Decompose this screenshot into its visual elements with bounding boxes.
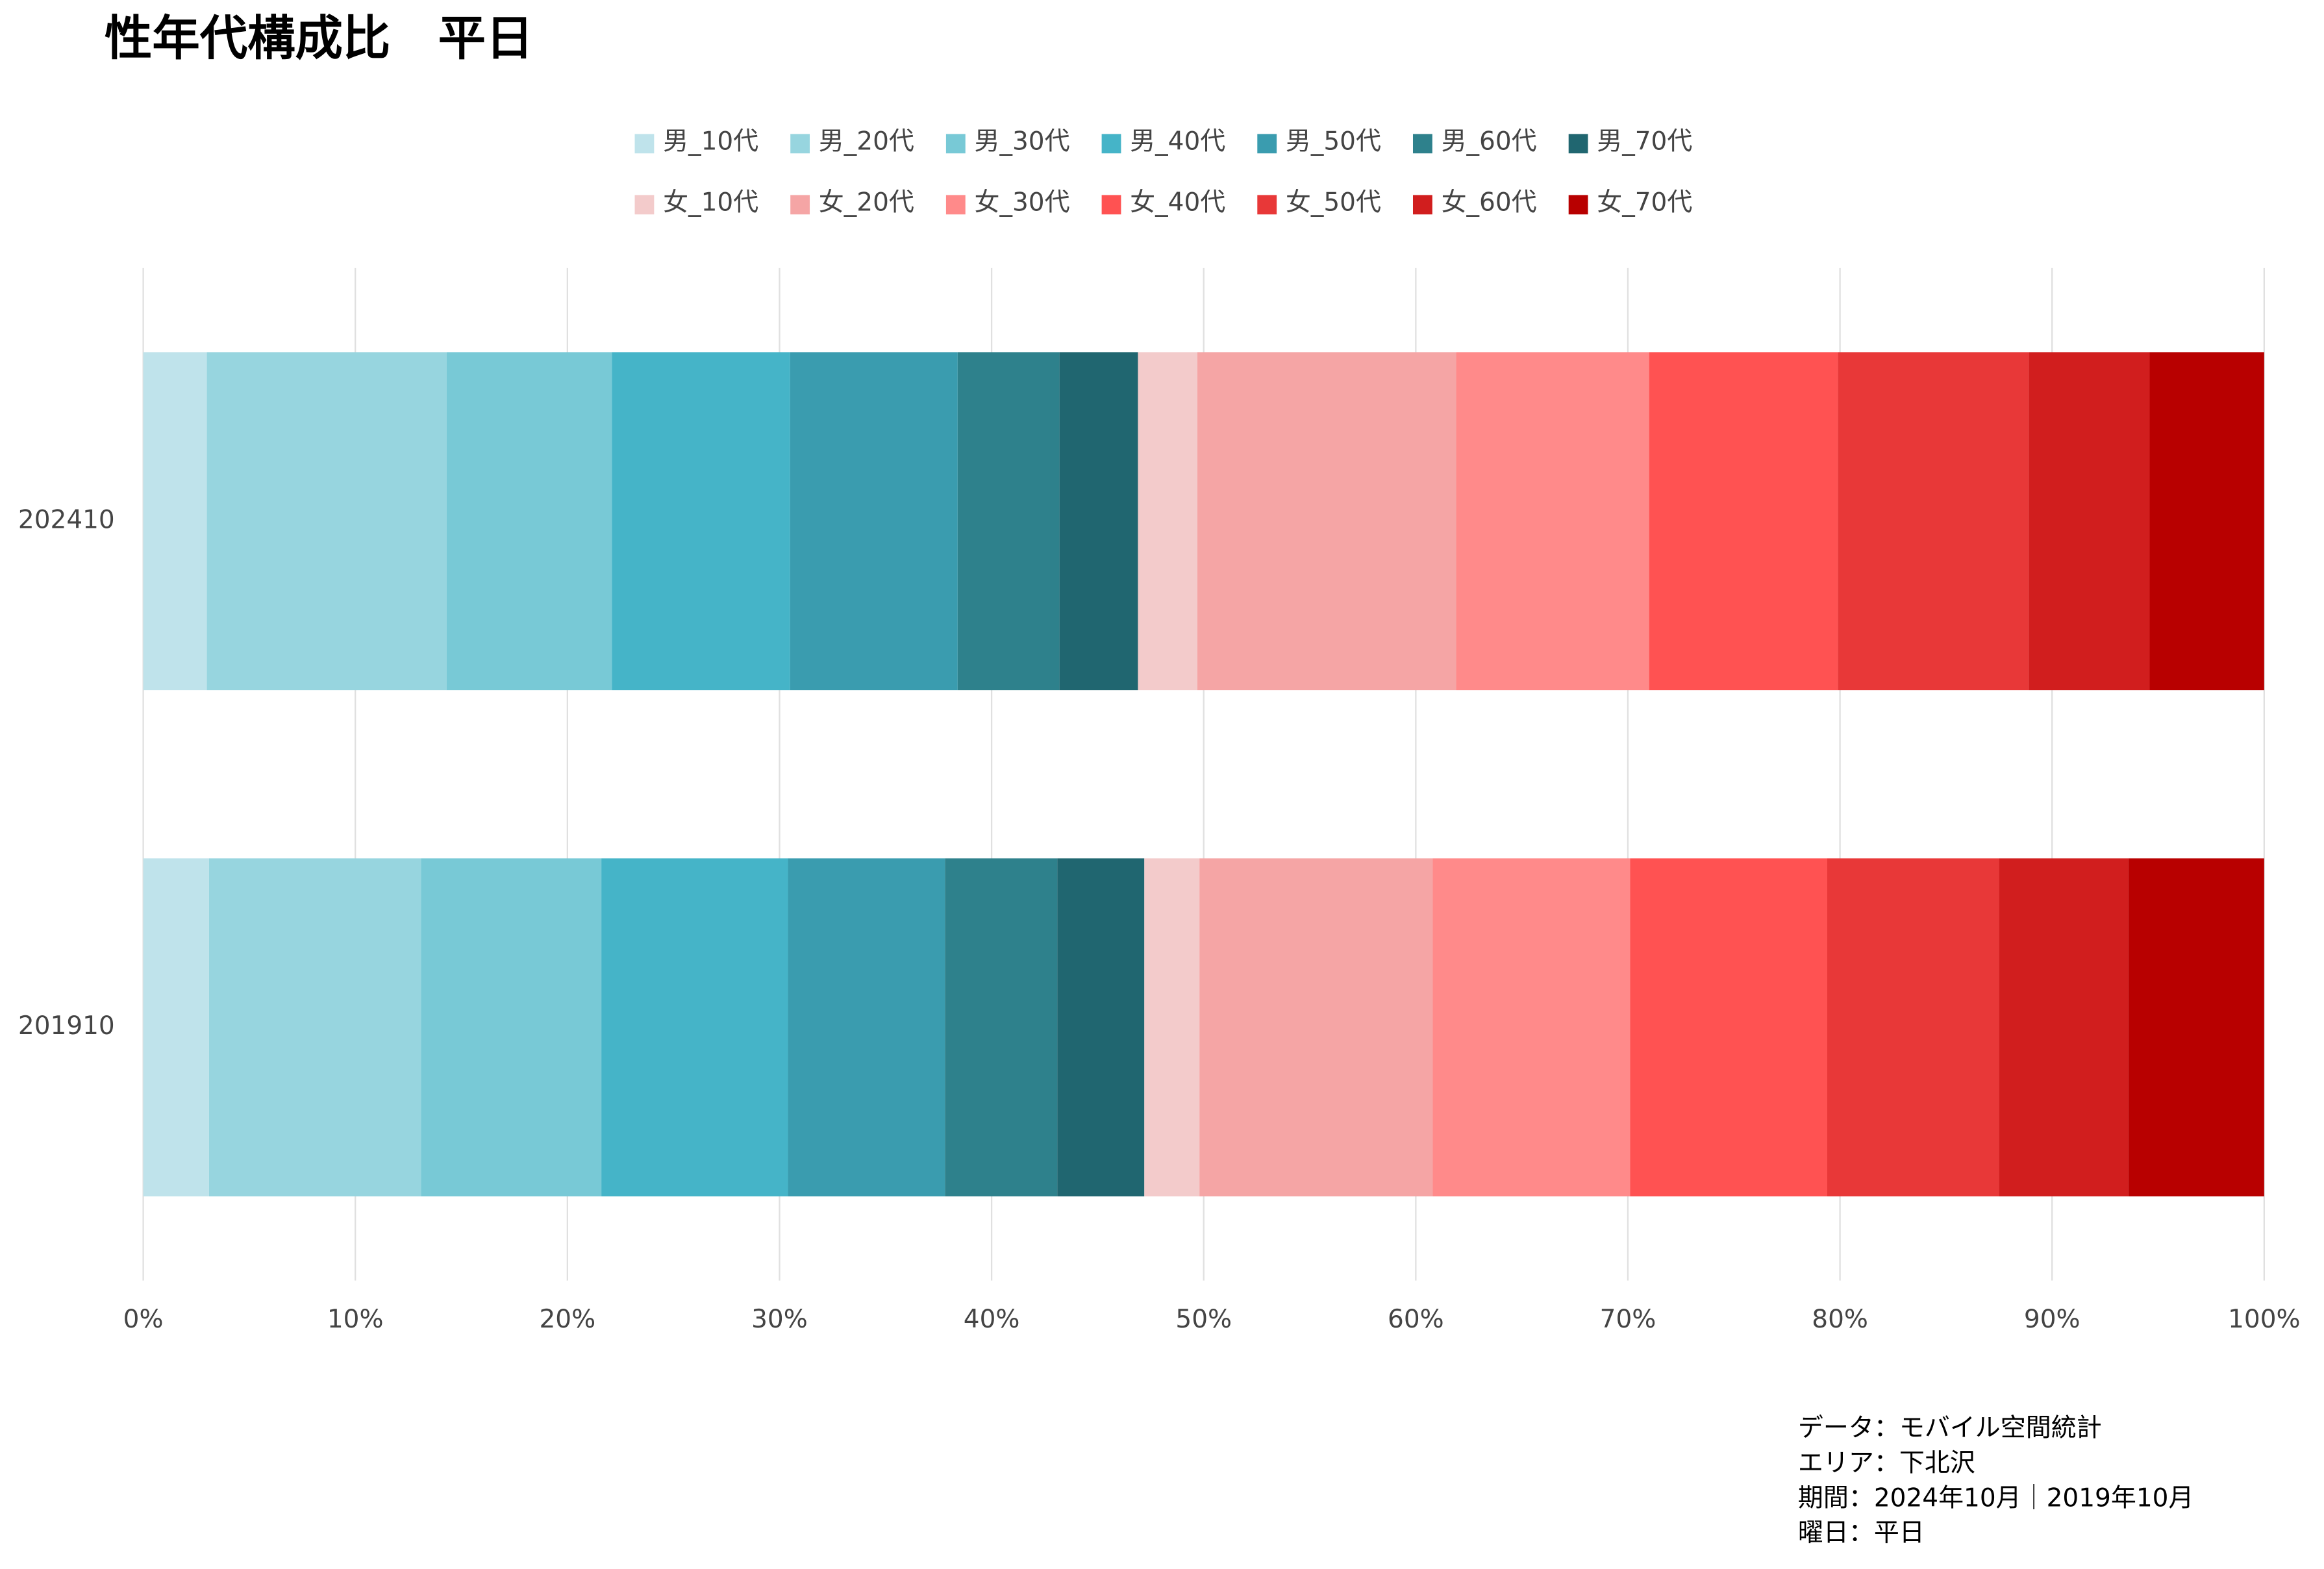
legend-label: 女_70代 — [1597, 188, 1692, 217]
legend-label: 女_20代 — [819, 188, 914, 217]
legend-label: 男_40代 — [1130, 127, 1225, 156]
x-tick-label: 100% — [2228, 1305, 2300, 1334]
legend-swatch — [634, 195, 655, 215]
legend-label: 女_40代 — [1130, 188, 1225, 217]
bar-segment — [601, 858, 788, 1197]
x-tick-label: 20% — [540, 1305, 596, 1334]
legend-swatch — [1568, 195, 1588, 215]
note: エリア：下北沢 — [1798, 1448, 1975, 1477]
bar-segment — [957, 352, 1060, 691]
x-tick-label: 70% — [1600, 1305, 1656, 1334]
legend-label: 男_50代 — [1286, 127, 1381, 156]
legend-label: 男_30代 — [974, 127, 1069, 156]
x-tick-label: 0% — [123, 1305, 164, 1334]
bar-segment — [1838, 352, 2029, 691]
legend-swatch — [945, 134, 966, 154]
legend-swatch — [1257, 195, 1277, 215]
legend-label: 男_60代 — [1442, 127, 1537, 156]
legend-swatch — [790, 195, 810, 215]
bar-segment — [1456, 352, 1649, 691]
x-tick-label: 80% — [1812, 1305, 1868, 1334]
bar-segment — [1827, 858, 1999, 1197]
bar-segment — [2128, 858, 2264, 1197]
bar-segment — [790, 352, 958, 691]
legend-swatch — [1101, 134, 1121, 154]
legend-label: 女_50代 — [1286, 188, 1381, 217]
legend-swatch — [1412, 195, 1432, 215]
y-tick-label: 202410 — [18, 505, 115, 534]
bar-segment — [1999, 858, 2129, 1197]
x-tick-label: 30% — [751, 1305, 808, 1334]
x-tick-label: 90% — [2024, 1305, 2080, 1334]
legend-label: 男_10代 — [663, 127, 758, 156]
bar-segment — [1197, 352, 1456, 691]
note: データ：モバイル空間統計 — [1798, 1413, 2102, 1442]
bar-segment — [206, 352, 447, 691]
bar-segment — [1057, 858, 1145, 1197]
bar-segment — [1630, 858, 1828, 1197]
x-tick-label: 60% — [1388, 1305, 1444, 1334]
bar-segment — [2149, 352, 2264, 691]
legend-swatch — [790, 134, 810, 154]
bar-segment — [1199, 858, 1433, 1197]
legend-label: 男_70代 — [1597, 127, 1692, 156]
bar-segment — [945, 858, 1058, 1197]
x-tick-label: 50% — [1175, 1305, 1232, 1334]
legend-swatch — [1412, 134, 1432, 154]
bar-segment — [788, 858, 945, 1197]
x-tick-label: 10% — [327, 1305, 384, 1334]
legend-label: 女_10代 — [663, 188, 758, 217]
bar-segment — [1432, 858, 1631, 1197]
bar-segment — [143, 352, 207, 691]
bar-segment — [143, 858, 209, 1197]
legend-swatch — [1568, 134, 1588, 154]
legend-label: 男_20代 — [819, 127, 914, 156]
note: 期間：2024年10月｜2019年10月 — [1798, 1483, 2194, 1513]
legend-swatch — [945, 195, 966, 215]
bar-segment — [1144, 858, 1200, 1197]
legend-label: 女_60代 — [1442, 188, 1537, 217]
bar-segment — [1649, 352, 1838, 691]
legend-swatch — [1257, 134, 1277, 154]
legend-swatch — [1101, 195, 1121, 215]
note: 曜日：平日 — [1798, 1518, 1925, 1548]
legend-label: 女_30代 — [974, 188, 1069, 217]
bar-segment — [208, 858, 421, 1197]
chart-title: 性年代構成比 平日 — [105, 11, 533, 66]
bar-segment — [612, 352, 790, 691]
bar-segment — [421, 858, 602, 1197]
y-tick-label: 201910 — [18, 1011, 115, 1041]
bar-segment — [446, 352, 612, 691]
bar-segment — [2029, 352, 2150, 691]
bar-segment — [1138, 352, 1197, 691]
bar-segment — [1059, 352, 1138, 691]
legend-swatch — [634, 134, 655, 154]
x-tick-label: 40% — [964, 1305, 1020, 1334]
